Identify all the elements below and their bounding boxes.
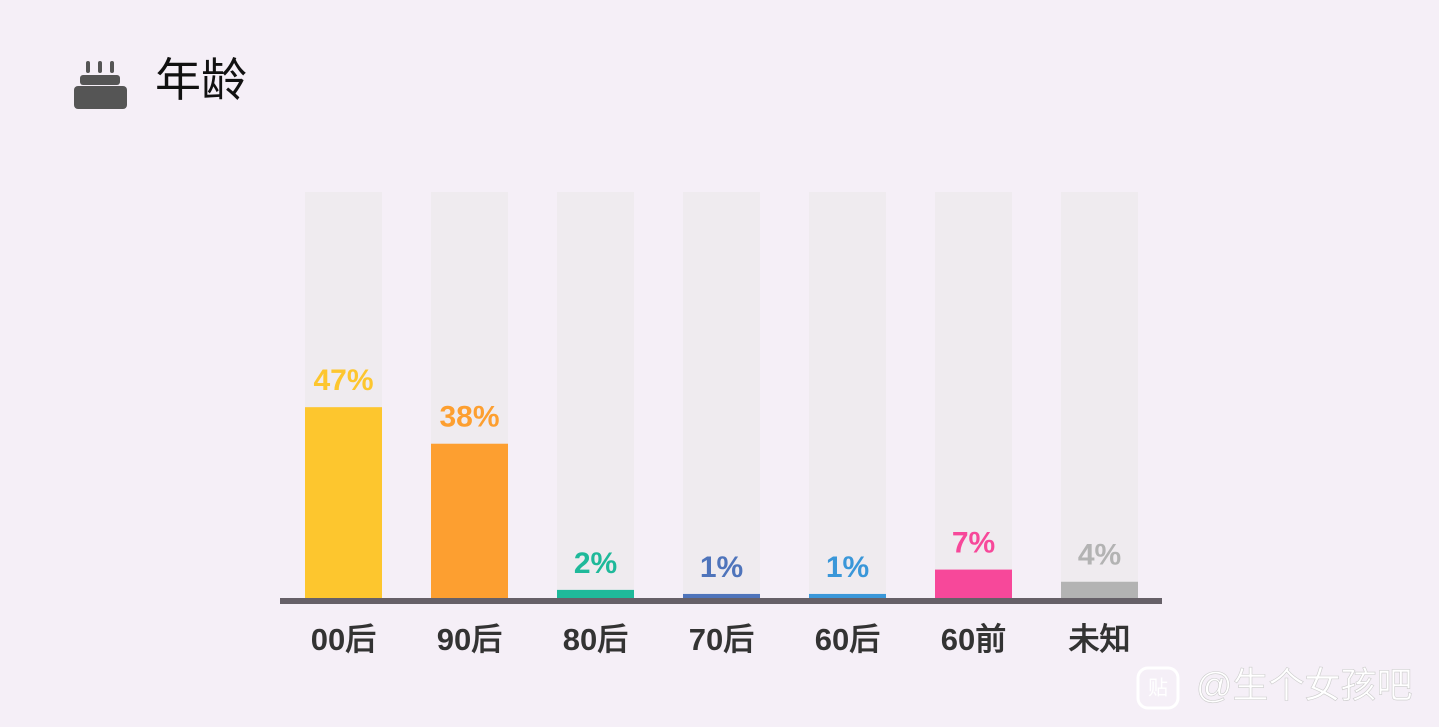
x-tick-label: 00后 [311, 622, 376, 657]
x-tick-label: 60后 [815, 622, 880, 657]
bar [557, 589, 634, 598]
value-label: 7% [952, 527, 995, 560]
bar [305, 407, 382, 598]
bar-track [935, 192, 1012, 598]
cake-icon [74, 61, 127, 109]
value-label: 38% [439, 401, 499, 434]
x-tick-label: 60前 [941, 622, 1006, 657]
svg-text:贴: 贴 [1148, 676, 1168, 699]
value-label: 2% [574, 547, 617, 580]
x-tick-label: 70后 [689, 622, 754, 657]
bar-track [683, 192, 760, 598]
value-label: 1% [700, 551, 743, 584]
watermark: @生个女孩吧 [1196, 665, 1413, 706]
bar-track [557, 192, 634, 598]
baseline [280, 598, 1162, 604]
watermark-icon: 贴 [1136, 666, 1180, 710]
bar [431, 443, 508, 598]
x-tick-label: 80后 [563, 622, 628, 657]
bar-track [809, 192, 886, 598]
x-tick-label: 未知 [1069, 622, 1131, 657]
chart-title: 年龄 [155, 54, 247, 106]
bar [683, 593, 760, 598]
bar [935, 569, 1012, 598]
value-label: 1% [826, 551, 869, 584]
bar-track [1061, 192, 1138, 598]
value-label: 4% [1078, 539, 1121, 572]
bar [1061, 581, 1138, 598]
x-tick-label: 90后 [437, 622, 502, 657]
value-label: 47% [313, 364, 373, 397]
bar [809, 593, 886, 598]
